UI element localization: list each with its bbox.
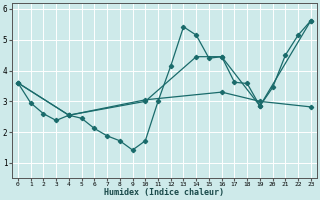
X-axis label: Humidex (Indice chaleur): Humidex (Indice chaleur) — [104, 188, 224, 197]
